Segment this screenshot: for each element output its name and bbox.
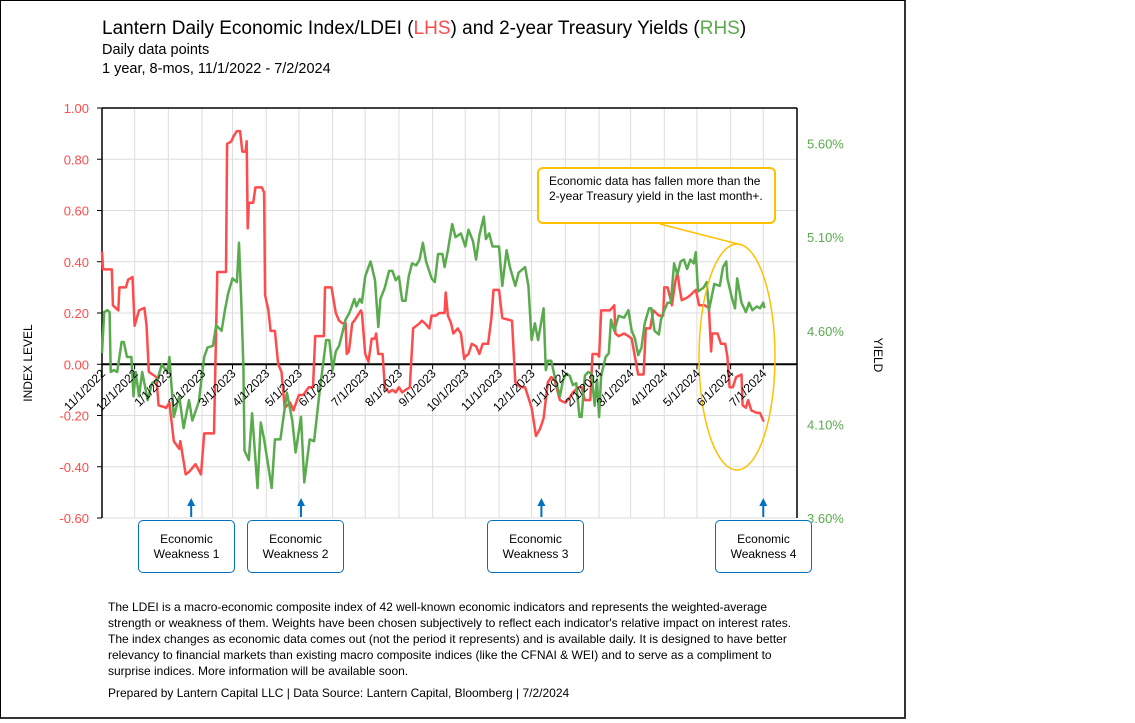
y2-tick-label: 5.10%	[807, 230, 844, 245]
y-tick-label: 1.00	[64, 101, 89, 116]
y-tick-label: -0.40	[59, 460, 89, 475]
series-layer	[100, 129, 766, 490]
y-axis-title: INDEX LEVEL	[21, 324, 35, 402]
y-tick-label: 0.60	[64, 204, 89, 219]
y-tick-label: -0.20	[59, 409, 89, 424]
weakness-box-2: Economic Weakness 2	[247, 520, 344, 573]
yield-series-line	[100, 215, 766, 490]
title-text-middle: ) and 2-year Treasury Yields (	[450, 18, 700, 39]
callout-pointer	[659, 223, 739, 245]
callout-annotation: Economic data has fallen more than the 2…	[537, 167, 776, 224]
description-text: The LDEI is a macro-economic composite i…	[108, 600, 792, 678]
weakness-label: Weakness 3	[502, 547, 569, 561]
y-tick-label: -0.60	[59, 511, 89, 526]
ldei-series-line	[100, 129, 765, 476]
y2-tick-label: 5.60%	[807, 137, 844, 152]
arrow-head-icon	[297, 498, 306, 506]
chart-title: Lantern Daily Economic Index/LDEI (LHS) …	[102, 18, 746, 40]
weakness-label: Weakness 2	[262, 547, 329, 561]
annotations	[187, 223, 776, 517]
y-tick-label: 0.00	[64, 357, 89, 372]
weakness-label: Economic	[269, 532, 322, 546]
title-text-suffix: )	[739, 18, 747, 39]
weakness-box-4: Economic Weakness 4	[715, 520, 812, 573]
weakness-box-1: Economic Weakness 1	[138, 520, 235, 573]
weakness-label: Economic	[509, 532, 562, 546]
weakness-label: Economic	[160, 532, 213, 546]
title-lhs: LHS	[413, 18, 451, 39]
weakness-label: Weakness 1	[153, 547, 220, 561]
y2-tick-label: 4.10%	[807, 417, 844, 432]
y2-axis-title: YIELD	[871, 338, 885, 373]
subtitle-range: 1 year, 8-mos, 11/1/2022 - 7/2/2024	[102, 61, 331, 77]
weakness-box-3: Economic Weakness 3	[487, 520, 584, 573]
arrow-head-icon	[537, 498, 546, 506]
weakness-label: Weakness 4	[730, 547, 797, 561]
title-rhs: RHS	[699, 18, 740, 39]
title-text: Lantern Daily Economic Index/LDEI (	[102, 18, 414, 39]
y2-tick-label: 4.60%	[807, 324, 844, 339]
axes	[97, 107, 798, 519]
footer-source: Prepared by Lantern Capital LLC | Data S…	[108, 686, 570, 700]
chart-frame	[0, 0, 906, 719]
arrow-head-icon	[187, 498, 196, 506]
arrow-head-icon	[759, 498, 768, 506]
y2-tick-label: 3.60%	[807, 511, 844, 526]
subtitle-frequency: Daily data points	[102, 42, 210, 58]
y-tick-label: 0.20	[64, 306, 89, 321]
weakness-label: Economic	[737, 532, 790, 546]
y-tick-label: 0.40	[64, 255, 89, 270]
y-tick-label: 0.80	[64, 152, 89, 167]
